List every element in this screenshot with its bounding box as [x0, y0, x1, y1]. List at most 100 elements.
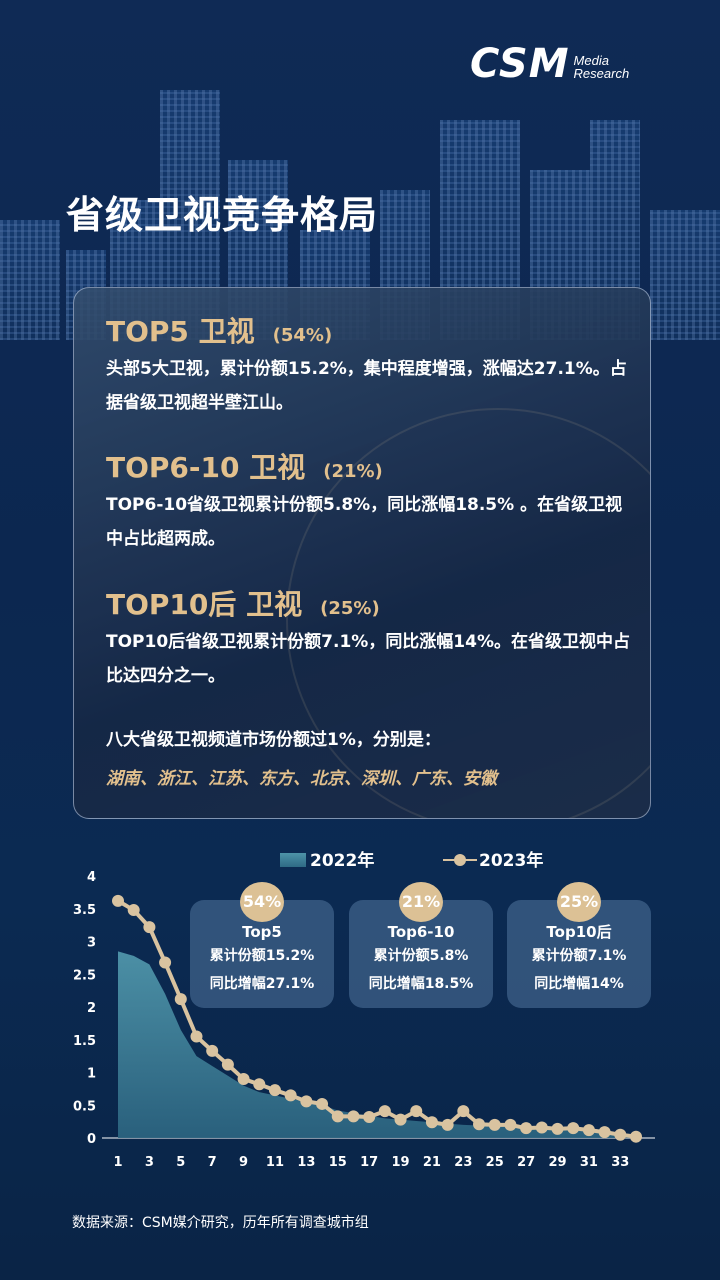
x-tick-label: 25	[486, 1155, 504, 1170]
area-series-2022	[118, 951, 636, 1138]
y-tick-label: 3.5	[73, 903, 96, 918]
info-badge: 21%	[399, 882, 443, 922]
y-tick-label: 4	[87, 870, 96, 885]
section-top5-body: 头部5大卫视，累计份额15.2%，集中程度增强，涨幅达27.1%。占据省级卫视超…	[106, 359, 627, 413]
point-2023	[567, 1122, 580, 1135]
section-top10-after-title: TOP10后 卫视 (25%)	[106, 583, 380, 623]
section-top6-10-body: TOP6-10省级卫视累计份额5.8%，同比涨幅18.5% 。在省级卫视中占比超…	[106, 495, 623, 549]
point-2023	[331, 1110, 344, 1123]
legend-area-swatch	[280, 853, 306, 867]
info-name: Top5	[242, 923, 282, 941]
point-2023	[425, 1116, 438, 1129]
point-2023	[457, 1105, 470, 1118]
line-series-2023	[116, 899, 637, 1139]
y-tick-label: 1	[87, 1067, 96, 1082]
point-2023	[206, 1044, 219, 1057]
point-2023	[582, 1124, 595, 1137]
logo-line-1: Media	[573, 53, 609, 68]
x-tick-label: 17	[360, 1155, 378, 1170]
legend-line-swatch	[443, 853, 477, 867]
info-box-top6-10: 21% Top6-10 累计份额5.8% 同比增幅18.5%	[349, 882, 493, 1008]
info-badge: 54%	[240, 882, 284, 922]
summary-panel: TOP5 卫视 (54%) 头部5大卫视，累计份额15.2%，集中程度增强，涨幅达…	[73, 287, 651, 819]
x-tick-label: 13	[297, 1155, 315, 1170]
info-badge: 25%	[557, 882, 601, 922]
point-2023	[551, 1122, 564, 1135]
x-tick-label: 33	[611, 1155, 629, 1170]
section-pct: (54%)	[272, 325, 333, 346]
point-2023	[159, 956, 172, 969]
point-2023	[504, 1118, 517, 1131]
y-tick-label: 2.5	[73, 968, 96, 983]
page-title: 省级卫视竞争格局	[66, 193, 379, 237]
x-tick-label: 23	[454, 1155, 472, 1170]
point-2023	[363, 1111, 376, 1124]
x-tick-label: 31	[580, 1155, 598, 1170]
point-2023	[253, 1078, 266, 1091]
x-tick-label: 7	[208, 1155, 217, 1170]
info-name: Top6-10	[387, 923, 455, 941]
legend-2022: 2022年	[280, 846, 374, 871]
section-title-text: TOP5 卫视	[106, 315, 255, 348]
point-2023	[268, 1084, 281, 1097]
point-2023	[316, 1097, 329, 1110]
csm-logo: CSM Media Research	[470, 44, 629, 84]
section-pct: (25%)	[320, 598, 380, 619]
section-top5-title: TOP5 卫视 (54%)	[106, 310, 332, 350]
point-2023	[535, 1121, 548, 1134]
y-tick-label: 1.5	[73, 1034, 96, 1049]
point-2023	[630, 1130, 642, 1143]
point-2023	[174, 993, 187, 1006]
x-tick-label: 19	[391, 1155, 409, 1170]
section-title-text: TOP6-10 卫视	[106, 451, 306, 484]
x-tick-label: 15	[329, 1155, 347, 1170]
point-2023	[284, 1089, 297, 1102]
share-chart: 00.511.522.533.54 1 3 5 7 9 11 13 15 17 19 21 23 25 2…	[73, 870, 655, 1170]
info-line-1: 累计份额5.8%	[373, 948, 469, 964]
legend-2022-label: 2022年	[310, 851, 375, 871]
point-2023	[347, 1110, 360, 1123]
x-tick-label: 29	[548, 1155, 566, 1170]
logo-mark: CSM	[470, 41, 570, 87]
x-tick-label: 9	[239, 1155, 248, 1170]
section-top6-10-title: TOP6-10 卫视 (21%)	[106, 446, 383, 486]
point-2023	[378, 1105, 391, 1118]
y-tick-label: 0.5	[73, 1099, 96, 1114]
point-2023	[237, 1073, 250, 1086]
y-tick-label: 3	[87, 936, 96, 951]
point-2023	[473, 1118, 486, 1131]
point-2023	[112, 894, 124, 907]
point-2023	[410, 1105, 423, 1118]
info-line-1: 累计份额7.1%	[531, 948, 627, 964]
eight-channels-title: 八大省级卫视频道市场份额过1%，分别是：	[106, 730, 441, 750]
point-2023	[520, 1122, 533, 1135]
logo-line-2: Research	[573, 66, 630, 81]
legend-2023-label: 2023年	[479, 851, 544, 871]
data-source: 数据来源：CSM媒介研究，历年所有调查城市组	[72, 1215, 369, 1231]
point-2023	[488, 1118, 501, 1131]
eight-channels-list: 湖南、浙江、江苏、东方、北京、深圳、广东、安徽	[106, 769, 497, 789]
section-title-text: TOP10后 卫视	[106, 588, 303, 621]
x-tick-label: 3	[145, 1155, 154, 1170]
x-tick-label: 27	[517, 1155, 535, 1170]
point-2023	[143, 921, 156, 934]
point-2023	[221, 1058, 234, 1071]
y-tick-label: 0	[87, 1132, 96, 1147]
x-tick-label: 5	[176, 1155, 185, 1170]
legend-2023: 2023年	[443, 846, 543, 871]
info-name: Top10后	[546, 923, 612, 941]
point-2023	[190, 1030, 203, 1043]
info-box-top5: 54% Top5 累计份额15.2% 同比增幅27.1%	[190, 882, 334, 1008]
info-line-1: 累计份额15.2%	[209, 948, 315, 964]
point-2023	[300, 1095, 313, 1108]
point-2023	[598, 1126, 611, 1139]
info-line-2: 同比增幅14%	[534, 976, 624, 992]
info-line-2: 同比增幅18.5%	[368, 976, 474, 992]
section-pct: (21%)	[323, 461, 383, 482]
section-top10-after-body: TOP10后省级卫视累计份额7.1%，同比涨幅14%。在省级卫视中占比达四分之一…	[106, 632, 631, 686]
point-2023	[127, 904, 140, 917]
y-tick-label: 2	[87, 1001, 96, 1016]
point-2023	[441, 1118, 454, 1131]
logo-text: Media Research	[574, 54, 630, 84]
point-2023	[614, 1128, 627, 1141]
